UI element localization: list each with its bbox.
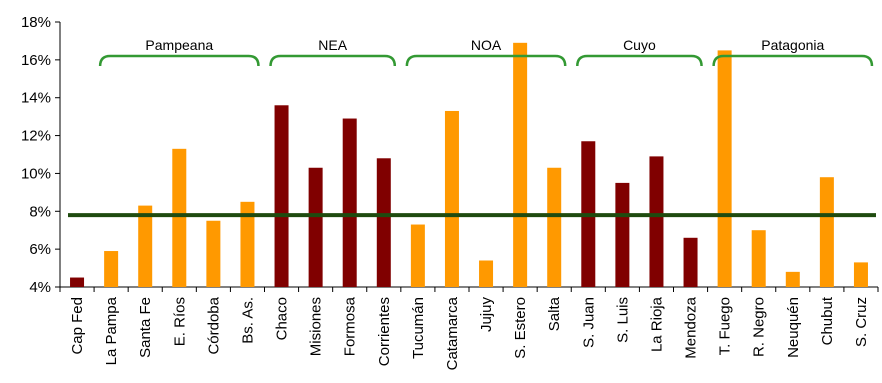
x-tick-label: Santa Fe [137,297,154,358]
bar [410,224,425,287]
region-bracket [98,54,260,67]
x-tick-label: Bs. As. [239,297,256,344]
x-tick-label: T. Fuego [717,297,734,355]
y-tick-label: 18% [21,14,51,31]
bar [104,251,119,287]
x-tick-label: Cap Fed [69,297,86,355]
x-tick-label: R. Negro [751,297,768,357]
region-bracket [405,54,567,67]
x-tick-label: La Rioja [648,296,665,352]
x-tick-label: Neuquén [785,297,802,358]
bar [240,201,255,287]
y-tick-label: 14% [21,90,51,107]
bar [274,105,289,288]
region-label: NEA [318,37,347,53]
bar [444,110,459,287]
bar [342,118,357,288]
x-tick-label: Córdoba [205,296,222,354]
x-tick-label: S. Luis [614,297,631,343]
bar [513,42,528,288]
bar [853,262,868,287]
x-tick-label: Jujuy [478,297,495,333]
bar [206,220,221,287]
x-tick-label: E. Ríos [171,297,188,346]
bars [70,42,868,288]
x-tick-label: Catamarca [444,296,461,370]
y-tick-label: 4% [29,279,51,296]
x-tick-label: Tucumán [410,297,427,359]
region-bracket [269,54,397,67]
bar [683,237,698,287]
bar [751,230,766,287]
bar [649,156,664,287]
x-tick-label: Formosa [342,296,359,356]
bar [138,205,153,287]
x-tick-label: Chubut [819,296,836,345]
x-tick-label: Misiones [308,297,325,356]
x-tick-label: S. Cruz [853,297,870,347]
bar [819,177,834,287]
bar [308,167,323,287]
region-label: Pampeana [145,37,213,53]
x-tick-label: S. Estero [512,297,529,359]
axes [55,21,879,292]
y-tick-label: 6% [29,241,51,258]
region-label: Patagonia [761,37,824,53]
bar [717,50,732,288]
region-bracket [712,54,874,67]
region-brackets: Pampeana NEA NOA Cuyo Patagonia [98,37,874,67]
x-tick-label: Salta [546,296,563,331]
x-tick-label: Corrientes [376,297,393,366]
bar [376,158,391,287]
y-tick-labels: 4% 6% 8% 10% 12% 14% 16% 18% [21,14,51,296]
x-tick-labels: Cap Fed La Pampa Santa Fe E. Ríos Córdoba Bs.… [69,296,870,370]
region-label: Cuyo [623,37,656,53]
x-tick-label: La Pampa [103,296,120,365]
bar [785,271,800,287]
region-label: NOA [471,37,502,53]
x-tick-label: Chaco [274,297,291,340]
bar [615,182,630,287]
y-tick-label: 12% [21,128,51,145]
bar [70,277,85,287]
region-bracket [576,54,703,67]
bar [479,260,494,287]
y-tick-label: 16% [21,52,51,69]
y-tick-label: 10% [21,165,51,182]
x-tick-label: Mendoza [683,296,700,358]
x-tick-label: S. Juan [580,297,597,348]
bar [172,148,187,287]
bar [547,167,562,287]
y-tick-label: 8% [29,203,51,220]
